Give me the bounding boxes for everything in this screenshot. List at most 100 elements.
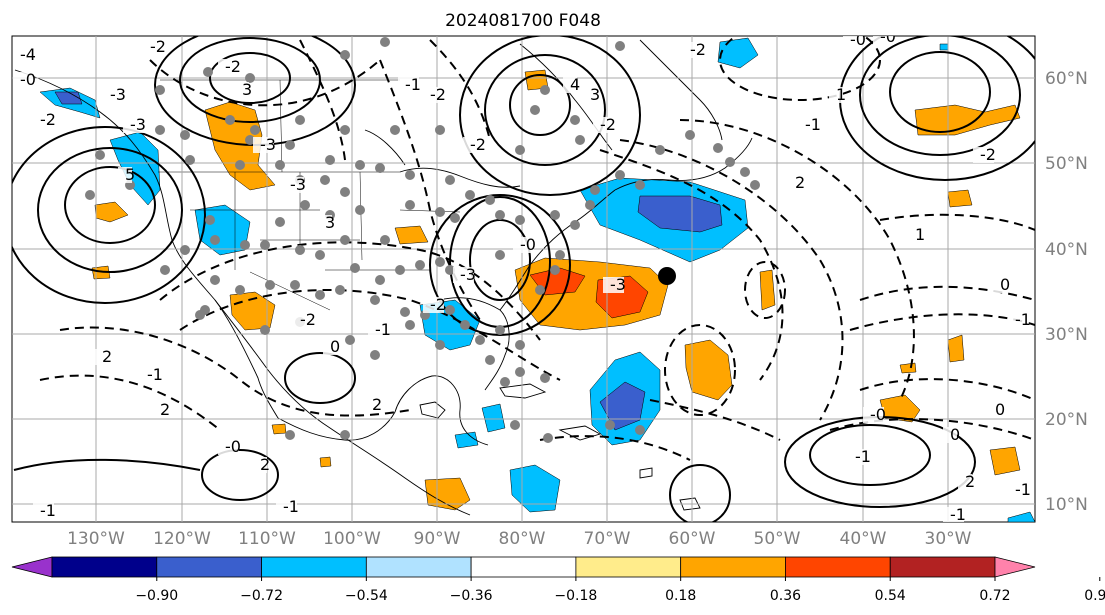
observation-point (370, 295, 380, 305)
observation-point (340, 125, 350, 135)
contour-label-background (988, 402, 1002, 418)
observation-point (570, 115, 580, 125)
observation-point (345, 335, 355, 345)
contour-label: 0 (950, 425, 960, 444)
observation-point (180, 245, 190, 255)
contour-label: 2 (160, 400, 170, 419)
observation-point (460, 320, 470, 330)
contour-label-background (365, 397, 379, 413)
contour-label-background (103, 87, 124, 103)
observation-point (275, 217, 285, 227)
observation-point (160, 265, 170, 275)
observation-point (210, 235, 220, 245)
contour-label-background (253, 137, 274, 153)
lon-tick-label: 80°W (499, 529, 546, 549)
observation-point (725, 157, 735, 167)
colorbar-tick-label: −0.90 (135, 588, 178, 604)
contour-label-background (218, 59, 239, 75)
observation-point (185, 155, 195, 165)
contour-label: -0 (225, 437, 241, 456)
contour-label-background (423, 297, 444, 313)
shaded-anomaly-regions (39, 37, 1035, 522)
observation-point (355, 160, 365, 170)
contour-label-background (1008, 482, 1029, 498)
observation-point (495, 250, 505, 260)
contour-label-background (683, 42, 704, 58)
observation-point (290, 280, 300, 290)
observation-point (495, 325, 505, 335)
contour-label-background (993, 277, 1007, 293)
observation-point (435, 340, 445, 350)
observation-point (515, 340, 525, 350)
observation-point (500, 377, 510, 387)
colorbar-swatch (470, 556, 577, 578)
observation-point (375, 275, 385, 285)
observation-point (535, 285, 545, 295)
contour-label-background (1008, 312, 1029, 328)
colorbar-extend-high (994, 556, 1036, 578)
contour-label: -1 (950, 505, 966, 524)
observation-point (405, 320, 415, 330)
colorbar-swatch (889, 556, 996, 578)
contour-label: -2 (980, 145, 996, 164)
observation-point (740, 167, 750, 177)
observation-point (615, 41, 625, 51)
observation-point (325, 155, 335, 165)
lon-tick-label: 110°W (238, 529, 296, 549)
contour-label-layer: -2-0-2-23-3-3-2-4-3-2-1-25-33-043-2-3-3-… (13, 9, 1031, 524)
contour-label-background (798, 117, 819, 133)
contour-label-background (843, 36, 864, 48)
contour-label-background (235, 82, 249, 98)
contour-label-background (603, 277, 624, 293)
contour-label-background (829, 87, 843, 103)
contour-label-background (118, 9, 139, 25)
contour-label-background (253, 457, 267, 473)
colorbar-tick-label: 0.90 (1084, 588, 1105, 604)
observation-point (540, 85, 550, 95)
observation-point (635, 180, 645, 190)
contour-label-background (873, 36, 894, 45)
lat-tick-label: 10°N (1045, 495, 1088, 515)
contour-label: -3 (260, 135, 276, 154)
observation-point (713, 143, 723, 153)
observation-point (445, 175, 455, 185)
observation-point (655, 145, 665, 155)
observation-point (350, 263, 360, 273)
lon-tick-label: 40°W (840, 529, 887, 549)
political-borders (158, 79, 461, 311)
observation-point (515, 367, 525, 377)
contour-label: 0 (1000, 275, 1010, 294)
observation-point (405, 200, 415, 210)
observation-point (530, 105, 540, 115)
contour-label: -2 (600, 115, 616, 134)
contour-label: 2 (795, 173, 805, 192)
contour-label-background (13, 72, 34, 88)
contour-label-background (123, 117, 144, 133)
observation-point (205, 215, 215, 225)
observation-point (340, 50, 350, 60)
colorbar-tick-label: −0.18 (554, 588, 597, 604)
contour-label-background (943, 427, 957, 443)
contour-label: -2 (690, 40, 706, 59)
observation-point (375, 163, 385, 173)
observation-point (750, 180, 760, 190)
contour-label: -2 (40, 110, 56, 129)
observation-point (320, 175, 330, 185)
contour-label: -1 (40, 501, 56, 520)
observation-point (260, 325, 270, 335)
blue-shading (39, 37, 1035, 522)
observation-point (575, 135, 585, 145)
observation-point (380, 37, 390, 47)
observation-point (315, 290, 325, 300)
colorbar: −0.90 −0.72 −0.54 −0.36 −0.18 0.18 0.36 0.54 0.7… (11, 556, 1105, 604)
contour-label: -0 (870, 405, 886, 424)
observation-point (355, 205, 365, 215)
observation-point (245, 73, 255, 83)
plot-title: 2024081700 F048 (445, 11, 601, 31)
lon-tick-label: 130°W (67, 529, 125, 549)
observation-point (95, 150, 105, 160)
contour-label-background (368, 322, 389, 338)
contour-label: 4 (570, 75, 580, 94)
contour-label: -0 (520, 235, 536, 254)
observation-point (465, 190, 475, 200)
